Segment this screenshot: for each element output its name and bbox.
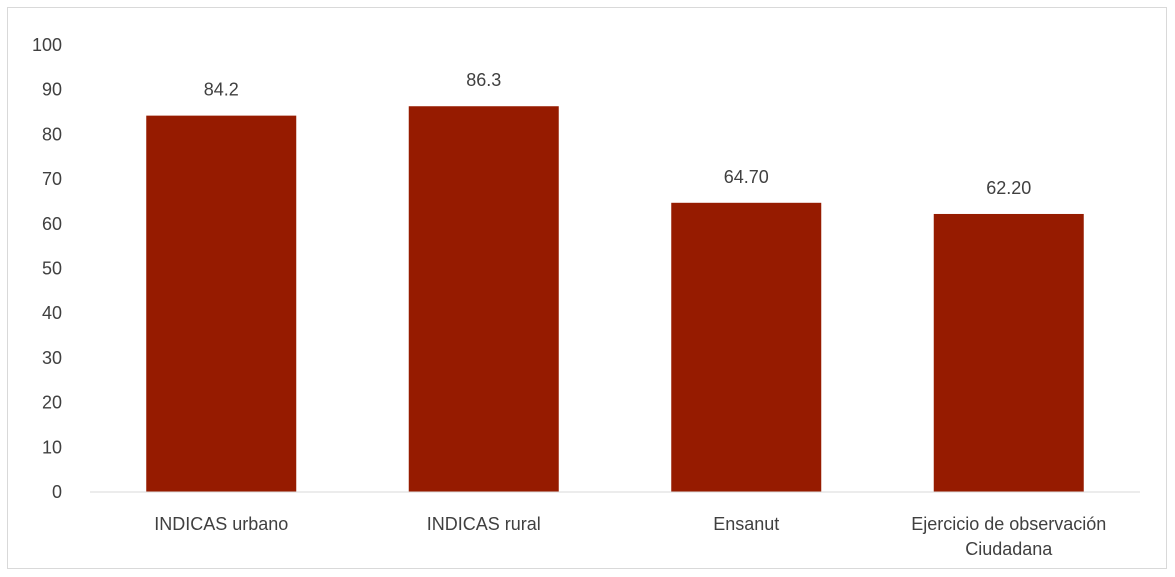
x-category-label-line: Ejercicio de observación xyxy=(911,514,1106,534)
y-tick-label: 20 xyxy=(42,393,62,413)
y-tick-label: 40 xyxy=(42,303,62,323)
x-category-label: INDICAS rural xyxy=(427,514,541,534)
bar-value-label: 64.70 xyxy=(724,167,769,187)
y-tick-label: 50 xyxy=(42,259,62,279)
x-category-label-line: Ensanut xyxy=(713,514,779,534)
bar xyxy=(671,202,822,492)
x-category-label: INDICAS urbano xyxy=(154,514,288,534)
bar xyxy=(408,106,559,492)
data-labels-group: 84.2 86.3 64.70 62.20 xyxy=(204,70,1032,198)
bar xyxy=(146,115,297,492)
x-category-label-line: INDICAS urbano xyxy=(154,514,288,534)
y-tick-label: 30 xyxy=(42,348,62,368)
bars-group xyxy=(146,106,1084,492)
y-tick-label: 0 xyxy=(52,482,62,502)
x-category-label: Ensanut xyxy=(713,514,779,534)
x-category-label-line: INDICAS rural xyxy=(427,514,541,534)
bar-value-label: 62.20 xyxy=(986,178,1031,198)
y-tick-label: 10 xyxy=(42,437,62,457)
category-labels-group: INDICAS urbano INDICAS rural Ensanut Ejerci… xyxy=(154,514,1106,559)
y-tick-label: 100 xyxy=(32,35,62,55)
x-category-label-line: Ciudadana xyxy=(965,539,1053,559)
bar xyxy=(933,213,1084,492)
y-tick-label: 60 xyxy=(42,214,62,234)
y-tick-label: 90 xyxy=(42,80,62,100)
y-tick-label: 70 xyxy=(42,169,62,189)
x-category-label: Ejercicio de observación Ciudadana xyxy=(911,514,1106,559)
bar-value-label: 84.2 xyxy=(204,80,239,100)
y-axis-ticks: 0 10 20 30 40 50 60 70 80 90 100 xyxy=(32,35,62,502)
y-tick-label: 80 xyxy=(42,124,62,144)
bar-value-label: 86.3 xyxy=(466,70,501,90)
